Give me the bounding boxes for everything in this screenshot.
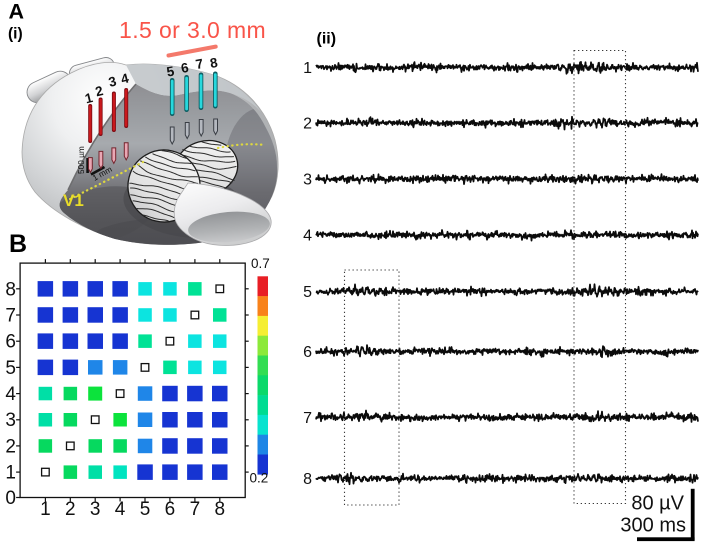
svg-text:6: 6 [180,60,190,76]
svg-text:7: 7 [5,306,16,327]
svg-text:4: 4 [5,384,16,405]
svg-text:8: 8 [303,471,312,488]
svg-text:1: 1 [5,463,16,484]
svg-text:2: 2 [5,436,16,457]
svg-text:0: 0 [5,488,16,509]
svg-text:6: 6 [303,344,312,361]
svg-text:7: 7 [194,56,204,72]
svg-text:1: 1 [40,499,51,520]
svg-text:2: 2 [94,83,105,99]
svg-text:3: 3 [303,172,312,189]
svg-text:0.7: 0.7 [251,256,270,271]
svg-text:1.5 or 3.0 mm: 1.5 or 3.0 mm [119,17,266,43]
svg-text:5: 5 [165,63,175,79]
svg-text:0.2: 0.2 [250,471,269,486]
svg-text:6: 6 [165,499,176,520]
svg-text:4: 4 [303,228,312,245]
svg-text:A: A [9,0,25,24]
svg-text:8: 8 [5,279,16,300]
svg-text:3: 3 [90,499,101,520]
svg-text:B: B [9,230,27,258]
svg-text:4: 4 [119,70,130,86]
svg-text:7: 7 [303,410,312,427]
svg-text:3: 3 [107,73,118,89]
svg-text:8: 8 [215,499,226,520]
svg-text:1: 1 [83,90,94,106]
svg-text:3: 3 [5,410,16,431]
svg-text:500 µm: 500 µm [76,146,86,174]
svg-text:80 µV: 80 µV [631,493,684,515]
svg-text:5: 5 [140,499,151,520]
svg-text:(i): (i) [8,26,23,43]
svg-text:7: 7 [190,499,201,520]
svg-text:(ii): (ii) [317,31,337,48]
svg-text:6: 6 [5,332,16,353]
svg-text:1: 1 [303,60,312,77]
svg-text:5: 5 [303,284,312,301]
svg-text:8: 8 [209,55,219,71]
svg-text:V1: V1 [63,191,84,210]
svg-text:2: 2 [303,116,312,133]
svg-text:5: 5 [5,358,16,379]
svg-text:300 ms: 300 ms [620,515,686,537]
svg-text:4: 4 [115,499,126,520]
svg-text:2: 2 [65,499,76,520]
